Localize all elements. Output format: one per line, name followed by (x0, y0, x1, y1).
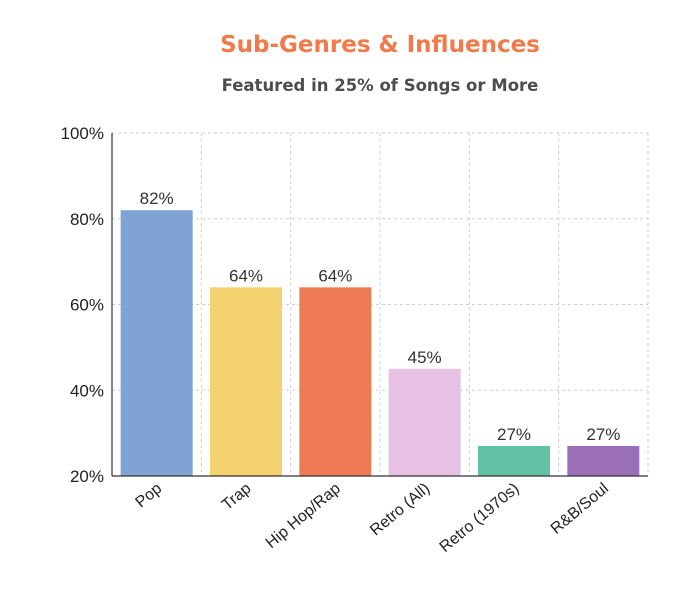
y-tick-label: 40% (70, 381, 104, 400)
x-tick-labels: Pop Trap Hip Hop/Rap Retro (All) Retro (1970… (133, 480, 612, 556)
data-labels: 82% 64% 64% 45% 27% 27% (140, 189, 621, 444)
chart-title: Sub-Genres & Influences (220, 32, 540, 58)
bar (120, 210, 193, 477)
bar (210, 287, 282, 476)
x-tick-label: Retro (All) (367, 480, 433, 539)
y-tick-label: 100% (61, 124, 104, 143)
x-tick-label: Retro (1970s) (437, 480, 523, 556)
bars (120, 210, 640, 477)
bar (478, 445, 550, 476)
data-label: 64% (318, 266, 352, 285)
bar (299, 287, 372, 476)
data-label: 27% (497, 425, 531, 444)
data-label: 64% (229, 266, 263, 285)
data-label: 27% (586, 425, 620, 444)
x-tick-label: Pop (133, 480, 166, 511)
bar (567, 445, 640, 476)
y-tick-label: 60% (70, 296, 104, 315)
x-tick-label: Hip Hop/Rap (263, 480, 344, 552)
data-label: 45% (408, 348, 442, 367)
x-tick-label: R&B/Soul (548, 480, 612, 538)
axes (111, 133, 648, 477)
grid-lines (112, 132, 649, 476)
chart-subtitle: Featured in 25% of Songs or More (221, 76, 539, 95)
y-tick-label: 20% (70, 467, 104, 486)
y-tick-label: 80% (70, 210, 104, 229)
data-label: 82% (140, 189, 174, 208)
y-tick-labels: 20% 40% 60% 80% 100% (61, 124, 104, 486)
bar (388, 368, 461, 476)
x-tick-label: Trap (219, 480, 255, 514)
